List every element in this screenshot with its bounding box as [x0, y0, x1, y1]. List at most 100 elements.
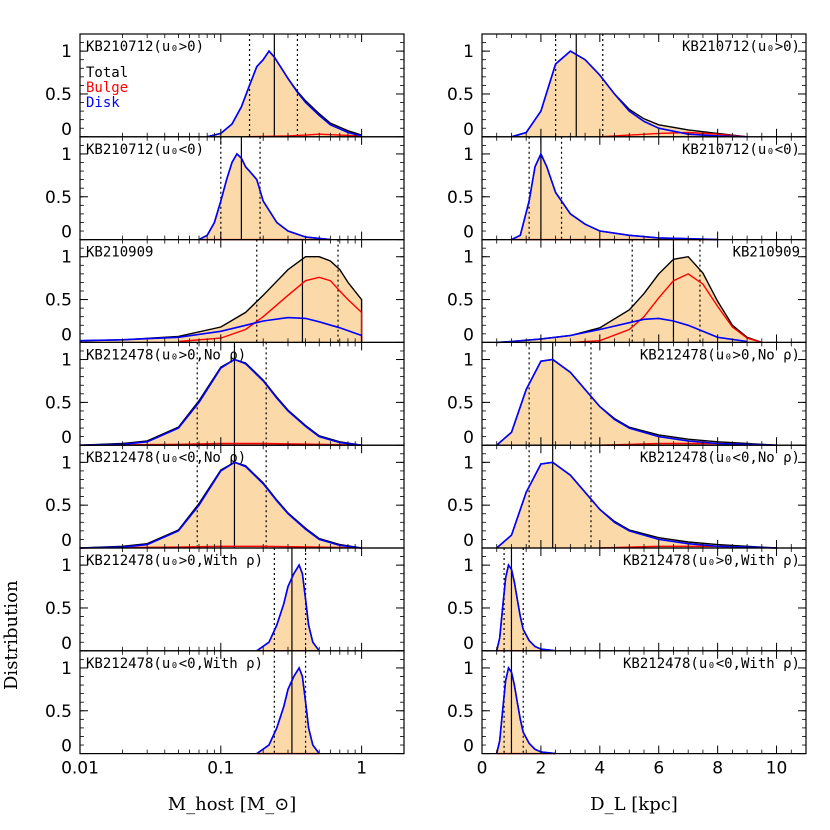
panel-right-4: 0 0.5 1 KB212478(u₀>0,No ρ)	[447, 341, 807, 448]
disk-curve	[496, 461, 777, 549]
panel-right-3: 0 0.5 1 KB210909	[447, 239, 807, 345]
left-x-axis-title: M_host [M_⊙]	[168, 794, 297, 815]
y-tick-label: 1	[61, 42, 72, 62]
x-tick-label: 6	[653, 759, 664, 779]
total-fill-area	[80, 359, 362, 446]
y-tick-label: 0.5	[45, 702, 72, 722]
y-tick-label: 0.5	[45, 496, 72, 516]
panel-left-4: 0 0.5 1 KB212478(u₀>0,No ρ)	[45, 341, 405, 448]
y-tick-label: 0	[463, 634, 474, 654]
legend-disk: Disk	[86, 95, 120, 111]
x-tick-label: 10	[766, 759, 788, 779]
panel-label: KB212478(u₀<0,No ρ)	[86, 450, 246, 466]
y-tick-label: 0	[61, 737, 72, 757]
panel-label: KB210909	[86, 245, 153, 261]
x-tick-label: 4	[594, 759, 605, 779]
bulge-curve	[79, 442, 362, 446]
y-tick-label: 0.5	[447, 599, 474, 619]
right-x-axis-title: D_L [kpc]	[590, 794, 678, 815]
y-tick-label: 0	[61, 634, 72, 654]
y-tick-label: 1	[463, 453, 474, 473]
panel-left-1: 0 0.5 1 KB210712(u₀>0)	[45, 33, 405, 140]
panel-left-3: 0 0.5 1 KB210909	[45, 239, 405, 345]
y-tick-label: 0	[463, 737, 474, 757]
y-tick-label: 0	[61, 428, 72, 448]
y-tick-label: 1	[61, 145, 72, 165]
total-fill-area	[80, 462, 362, 548]
y-tick-label: 1	[61, 556, 72, 576]
total-fill-area	[496, 256, 762, 343]
total-fill-area	[80, 256, 362, 343]
y-tick-label: 0.5	[447, 393, 474, 413]
panel-label: KB210712(u₀<0)	[86, 142, 204, 158]
panel-label: KB210712(u₀>0)	[682, 39, 800, 55]
disk-curve	[511, 50, 748, 138]
left-column: 00.51 KB210712(u₀>0)00.51 KB210712(u₀<0)00…	[45, 33, 405, 779]
y-tick-label: 0	[61, 325, 72, 345]
y-tick-label: 0.5	[447, 188, 474, 208]
right-column: 00.51 KB210712(u₀>0)00.51 KB210712(u₀<0)00…	[447, 33, 807, 779]
total-fill-area	[496, 462, 777, 548]
panel-label: KB210909	[733, 245, 800, 261]
y-tick-label: 0.5	[45, 291, 72, 311]
y-tick-label: 0.5	[447, 291, 474, 311]
disk-curve	[256, 563, 320, 652]
disk-curve	[79, 316, 362, 342]
panel-label: KB212478(u₀>0,No ρ)	[86, 347, 246, 363]
panel-right-2: 0 0.5 1 KB210712(u₀<0)	[447, 136, 807, 243]
panel-left-7: 0 0.5 1 KB212478(u₀<0,With ρ)	[45, 650, 405, 757]
panel-left-5: 0 0.5 1 KB212478(u₀<0,No ρ)	[45, 444, 405, 551]
y-tick-label: 1	[463, 556, 474, 576]
y-tick-label: 0.5	[45, 85, 72, 105]
y-tick-label: 0.5	[45, 599, 72, 619]
y-tick-label: 0.5	[447, 85, 474, 105]
y-tick-label: 0	[463, 531, 474, 551]
disk-curve	[256, 666, 320, 755]
total-fill-area	[256, 565, 320, 651]
total-fill-area	[511, 153, 718, 240]
panel-columns: 00.51 KB210712(u₀>0)00.51 KB210712(u₀<0)00…	[45, 33, 807, 779]
y-tick-label: 0.5	[45, 188, 72, 208]
panel-label: KB212478(u₀>0,No ρ)	[640, 347, 800, 363]
bulge-curve	[178, 276, 363, 343]
y-tick-label: 1	[61, 351, 72, 371]
panel-right-6: 0 0.5 1 KB212478(u₀>0,With ρ)	[447, 547, 807, 654]
legend-total: Total	[86, 65, 128, 81]
y-tick-label: 1	[61, 248, 72, 268]
total-curve	[79, 256, 363, 343]
total-fill-area	[199, 153, 331, 240]
y-tick-label: 1	[463, 351, 474, 371]
panel-label: KB212478(u₀<0,With ρ)	[623, 656, 800, 672]
x-tick-label: 0	[477, 759, 488, 779]
disk-curve	[496, 358, 777, 446]
panel-left-6: 0 0.5 1 KB212478(u₀>0,With ρ)	[45, 547, 405, 654]
legend-bulge: Bulge	[86, 80, 128, 96]
y-tick-label: 0	[61, 223, 72, 243]
disk-curve	[207, 49, 362, 138]
y-tick-label: 0	[61, 531, 72, 551]
total-fill-area	[207, 51, 362, 137]
y-tick-label: 0.5	[447, 702, 474, 722]
panel-label: KB212478(u₀<0,With ρ)	[86, 656, 263, 672]
total-fill-area	[511, 51, 748, 137]
x-tick-label: 1	[356, 759, 367, 779]
y-tick-label: 0	[463, 325, 474, 345]
disk-curve	[79, 461, 362, 549]
panel-label: KB210712(u₀>0)	[86, 39, 204, 55]
y-tick-label: 1	[61, 659, 72, 679]
y-tick-label: 1	[463, 248, 474, 268]
panel-left-2: 0 0.5 1 KB210712(u₀<0)	[45, 136, 405, 243]
bulge-curve	[79, 545, 362, 549]
total-fill-area	[256, 667, 320, 754]
y-tick-label: 0	[61, 120, 72, 140]
disk-curve	[511, 151, 718, 241]
y-tick-label: 0.5	[447, 496, 474, 516]
disk-curve	[198, 152, 331, 241]
disk-curve	[79, 358, 362, 446]
panel-label: KB212478(u₀>0,With ρ)	[86, 553, 263, 569]
y-tick-label: 1	[463, 659, 474, 679]
x-tick-label: 0.1	[207, 759, 234, 779]
panel-label: KB212478(u₀<0,No ρ)	[640, 450, 800, 466]
